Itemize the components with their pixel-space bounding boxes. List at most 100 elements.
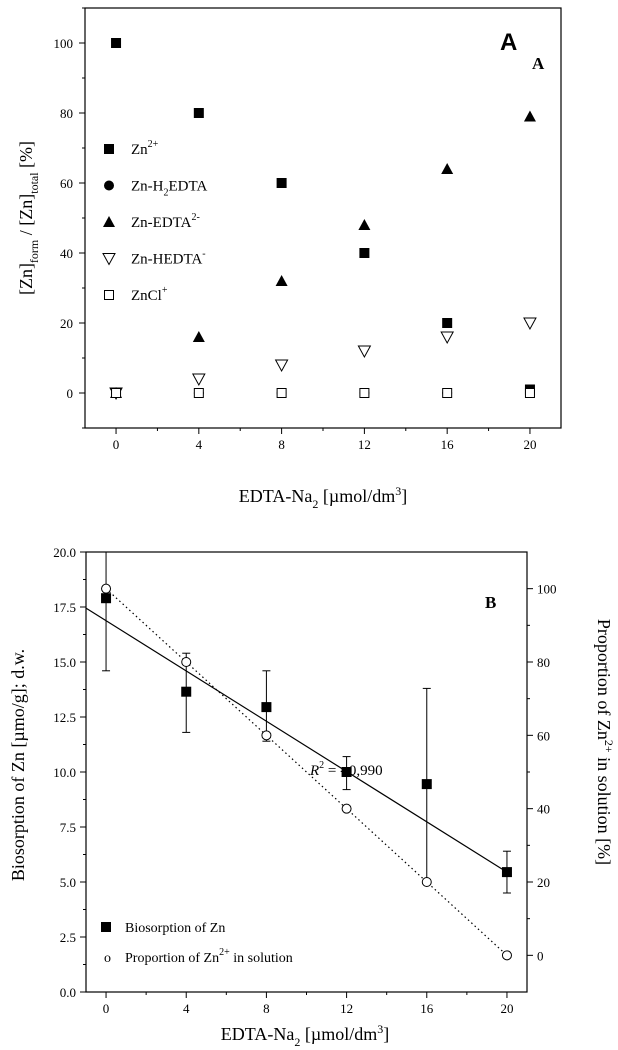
data-point-a-series-0 xyxy=(442,318,453,328)
data-point-proportion xyxy=(501,950,512,961)
data-point-biosorption xyxy=(101,593,112,604)
data-point-proportion xyxy=(181,657,192,667)
legend-a: Zn2+ Zn-H2EDTA Zn-EDTA2- Zn-HEDTA- ZnCl+ xyxy=(102,139,207,304)
data-point-a-series-0 xyxy=(276,178,287,188)
y-left-tick-label: 2.5 xyxy=(60,930,76,945)
legend-label-b-1: Proportion of Zn2+ in solution xyxy=(125,947,293,966)
data-point-a-series-2 xyxy=(275,275,288,286)
y-left-tick-label: 10.0 xyxy=(53,765,76,780)
data-point-a-series-3 xyxy=(440,331,455,345)
x-tick-label: 12 xyxy=(358,437,371,452)
y-tick-label: 20 xyxy=(60,316,73,331)
legend-marker-a-3 xyxy=(102,253,116,266)
r-squared-annotation: R2 = - 0,990 xyxy=(309,760,383,779)
data-point-biosorption xyxy=(501,867,512,878)
legend-label-a-2: Zn-EDTA2- xyxy=(131,212,200,231)
x-tick-label: 4 xyxy=(183,1001,190,1016)
y-tick-label: 40 xyxy=(60,246,73,261)
y-axis-left-ticks-b: 0.0 2.5 5.0 7.5 10.0 12.5 15.0 17.5 20.0 xyxy=(53,545,86,1000)
data-points-b xyxy=(101,551,512,961)
data-point-a-series-4 xyxy=(111,388,122,398)
legend-marker-a-2 xyxy=(103,216,115,227)
y-axis-left-title-b: Biosorption of Zn [µmo/g]; d.w. xyxy=(8,649,28,881)
y-right-tick-label: 80 xyxy=(537,655,550,670)
y-axis-right-title-b: Proportion of Zn2+ in solution [%] xyxy=(594,619,616,865)
data-point-a-series-2 xyxy=(441,163,454,174)
data-point-a-series-2 xyxy=(192,331,205,342)
panel-label-a-small: A xyxy=(532,54,545,73)
legend-b: Biosorption of Zn o Proportion of Zn2+ in … xyxy=(101,921,293,966)
data-point-biosorption xyxy=(421,779,432,790)
x-tick-label: 16 xyxy=(441,437,455,452)
x-tick-label: 16 xyxy=(420,1001,434,1016)
legend-label-a-0: Zn2+ xyxy=(131,139,159,158)
panel-label-b: B xyxy=(485,593,496,612)
y-left-tick-label: 20.0 xyxy=(53,545,76,560)
data-point-a-series-3 xyxy=(523,317,537,331)
data-point-a-series-3 xyxy=(191,373,206,387)
legend-label-a-3: Zn-HEDTA- xyxy=(131,249,206,268)
data-point-a-series-4 xyxy=(276,388,287,398)
y-left-tick-label: 12.5 xyxy=(53,710,76,725)
y-right-tick-label: 60 xyxy=(537,728,550,743)
x-tick-label: 0 xyxy=(103,1001,110,1016)
data-point-proportion xyxy=(261,730,272,741)
data-point-a-series-4 xyxy=(193,388,204,398)
data-point-proportion xyxy=(421,877,432,887)
x-axis-title-b: EDTA-Na2 [µmol/dm3] xyxy=(221,1022,389,1049)
y-left-tick-label: 5.0 xyxy=(60,875,76,890)
y-right-tick-label: 40 xyxy=(537,802,550,817)
data-point-a-series-0 xyxy=(359,248,370,258)
data-point-a-series-3 xyxy=(274,359,289,373)
x-tick-label: 8 xyxy=(263,1001,270,1016)
x-tick-label: 12 xyxy=(340,1001,353,1016)
fit-line-proportion xyxy=(105,588,508,956)
y-axis-right-ticks-b: 0 20 40 60 80 100 xyxy=(527,582,557,963)
legend-marker-b-0 xyxy=(101,922,111,932)
y-right-tick-label: 0 xyxy=(537,948,544,963)
fit-line-biosorption xyxy=(85,607,508,873)
y-tick-label: 60 xyxy=(60,176,73,191)
data-point-a-series-4 xyxy=(359,388,370,398)
x-tick-label: 4 xyxy=(196,437,203,452)
data-points-a xyxy=(109,38,537,401)
y-left-tick-label: 17.5 xyxy=(53,600,76,615)
y-tick-label: 80 xyxy=(60,106,73,121)
data-point-a-series-4 xyxy=(524,388,535,398)
x-tick-label: 20 xyxy=(500,1001,513,1016)
fit-lines-b xyxy=(85,588,508,956)
x-tick-label: 8 xyxy=(278,437,285,452)
y-left-tick-label: 15.0 xyxy=(53,655,76,670)
y-axis-ticks-a: 0 20 40 60 80 100 xyxy=(54,7,85,429)
data-point-a-series-2 xyxy=(358,219,371,230)
legend-marker-b-1: o xyxy=(104,951,111,966)
data-point-biosorption xyxy=(341,767,352,777)
data-point-proportion xyxy=(101,583,112,594)
x-axis-ticks-a: 0 4 8 12 16 20 xyxy=(113,428,536,452)
data-point-biosorption xyxy=(261,702,272,713)
y-left-tick-label: 0.0 xyxy=(60,985,76,1000)
legend-marker-a-1 xyxy=(104,180,114,191)
legend-marker-a-0 xyxy=(104,144,114,154)
data-point-a-series-3 xyxy=(357,345,372,359)
y-tick-label: 0 xyxy=(67,386,74,401)
data-point-a-series-4 xyxy=(442,388,453,398)
legend-marker-a-4 xyxy=(104,290,114,300)
legend-label-a-4: ZnCl+ xyxy=(131,285,168,304)
y-left-tick-label: 7.5 xyxy=(60,820,76,835)
data-point-biosorption xyxy=(181,686,192,697)
legend-label-b-0: Biosorption of Zn xyxy=(125,921,225,936)
data-point-a-series-2 xyxy=(523,110,536,122)
chart-panel-a: 0 4 8 12 16 20 0 20 40 60 80 100 A A Zn2+ Zn-H2EDTA… xyxy=(16,7,562,511)
chart-panel-b: 0 4 8 12 16 20 0.0 2.5 5.0 7.5 10.0 12.5 15.0 17.5 20… xyxy=(8,545,616,1049)
x-tick-label: 0 xyxy=(113,437,120,452)
panel-label-a: A xyxy=(500,29,517,56)
y-right-tick-label: 100 xyxy=(537,582,557,597)
data-point-proportion xyxy=(341,803,352,814)
data-point-a-series-0 xyxy=(193,108,204,118)
y-tick-label: 100 xyxy=(54,36,74,51)
x-axis-title-a: EDTA-Na2 [µmol/dm3] xyxy=(239,484,407,511)
x-tick-label: 20 xyxy=(523,437,536,452)
y-axis-title-a: [Zn]form / [Zn]total [%] xyxy=(16,141,41,295)
